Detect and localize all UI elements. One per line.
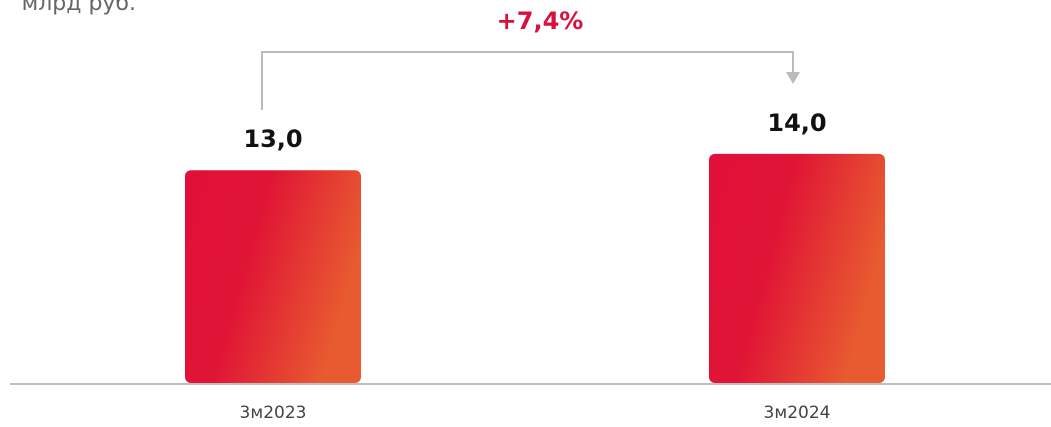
value-label: 13,0	[243, 125, 302, 153]
bar	[709, 153, 885, 383]
growth-annotation: +7,4%	[497, 7, 584, 35]
growth-arrow	[786, 72, 800, 84]
subtitle: млрд руб.	[22, 0, 136, 16]
value-label: 14,0	[767, 109, 826, 137]
x-tick-label: 3м2024	[764, 403, 831, 423]
x-tick-label: 3м2023	[240, 403, 307, 423]
growth-bracket	[261, 51, 794, 110]
bar	[185, 170, 361, 383]
